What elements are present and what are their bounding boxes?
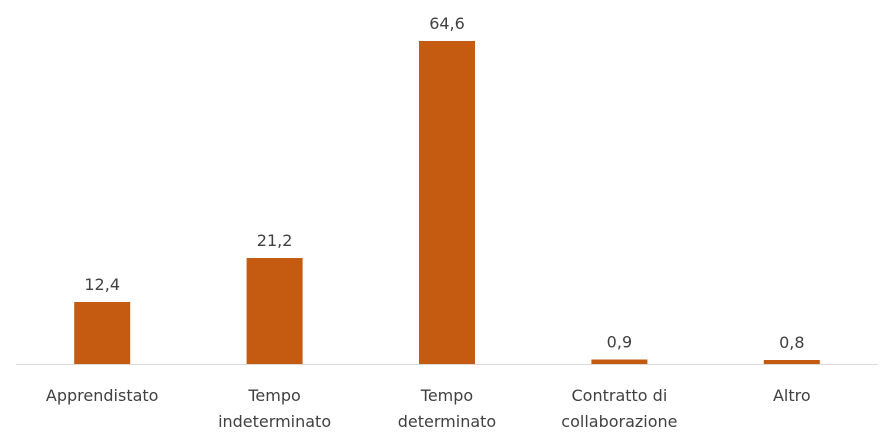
bar-3 xyxy=(591,359,648,364)
data-label-2: 64,6 xyxy=(429,14,465,33)
bars-layer xyxy=(74,41,820,364)
bar-1 xyxy=(246,258,303,364)
data-label-3: 0,9 xyxy=(607,333,632,352)
bar-4 xyxy=(763,360,820,364)
data-label-0: 12,4 xyxy=(84,275,120,294)
bar-2 xyxy=(419,41,475,364)
category-label-2-line-0: Tempo xyxy=(420,386,473,405)
category-label-0-line-0: Apprendistato xyxy=(46,386,159,405)
bar-0 xyxy=(74,302,131,364)
category-labels-layer: Apprendistato Tempo indeterminato Tempo dete… xyxy=(46,386,811,431)
category-label-1-line-0: Tempo xyxy=(247,386,300,405)
category-label-3-line-0: Contratto di xyxy=(572,386,668,405)
data-label-4: 0,8 xyxy=(779,333,804,352)
category-label-3-line-1: collaborazione xyxy=(561,412,677,431)
category-label-2-line-1: determinato xyxy=(398,412,496,431)
category-label-4-line-0: Altro xyxy=(773,386,811,405)
data-labels-layer: 12,4 21,2 64,6 0,9 0,8 xyxy=(84,14,804,352)
category-label-1-line-1: indeterminato xyxy=(218,412,331,431)
data-label-1: 21,2 xyxy=(257,231,293,250)
